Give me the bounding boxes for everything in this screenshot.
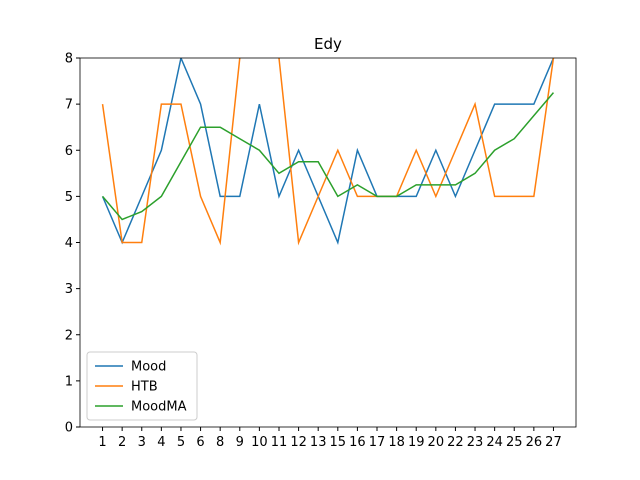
series-line [101,92,555,221]
x-tick-label: 20 [428,435,445,450]
x-tick-label: 15 [330,435,347,450]
y-tick-label: 8 [65,52,73,67]
series-line [101,58,555,246]
legend-label: MoodMA [131,400,187,415]
y-tick-label: 1 [65,374,73,389]
x-tick-label: 5 [177,435,185,450]
x-tick-label: 26 [526,435,543,450]
x-tick-label: 1 [98,435,106,450]
x-tick-label: 24 [486,435,503,450]
x-tick-label: 4 [157,435,165,450]
y-tick-label: 4 [65,236,73,251]
x-tick-label: 10 [251,435,268,450]
series-line [101,58,555,245]
chart-title: Edy [314,35,342,53]
x-tick-label: 9 [236,435,244,450]
x-tick-label: 19 [408,435,425,450]
y-tick-label: 5 [65,190,73,205]
legend-label: Mood [131,360,166,375]
x-tick-label: 2 [118,435,126,450]
x-tick-label: 11 [271,435,288,450]
y-tick-label: 0 [65,421,73,436]
x-tick-label: 16 [349,435,366,450]
x-tick-label: 23 [467,435,484,450]
legend-label: HTB [131,380,158,395]
x-tick-label: 6 [196,435,204,450]
x-tick-label: 27 [545,435,562,450]
x-tick-label: 3 [138,435,146,450]
x-tick-label: 8 [216,435,224,450]
y-tick-label: 3 [65,282,73,297]
axes-frame [79,57,577,428]
plot-area [101,58,555,246]
y-tick-label: 7 [65,98,73,113]
x-tick-label: 12 [290,435,307,450]
y-tick-label: 2 [65,328,73,343]
legend-box [86,351,198,421]
x-tick-label: 13 [310,435,327,450]
x-tick-label: 22 [447,435,464,450]
x-tick-label: 18 [388,435,405,450]
y-tick-label: 6 [65,144,73,159]
x-tick-label: 17 [369,435,386,450]
x-tick-label: 25 [506,435,523,450]
